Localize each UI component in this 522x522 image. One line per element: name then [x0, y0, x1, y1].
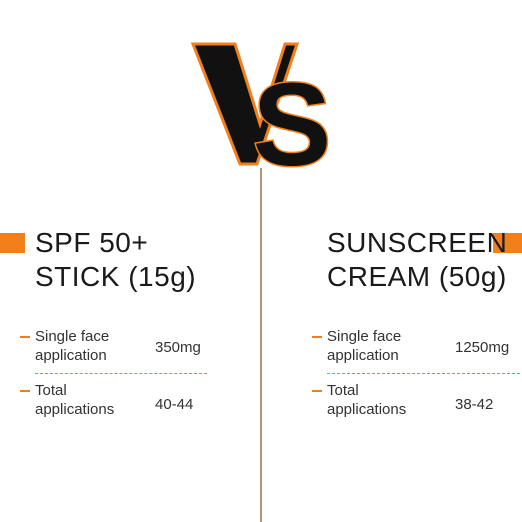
left-row1-value: 350mg	[155, 339, 201, 356]
vs-logo-s: S	[253, 59, 332, 191]
left-row-separator	[35, 373, 207, 374]
left-row2-dash	[20, 390, 30, 392]
center-divider	[260, 168, 262, 522]
left-row1-dash	[20, 336, 30, 338]
right-row2-dash	[312, 390, 322, 392]
right-row1-label-line1: Single face	[327, 328, 402, 345]
right-accent-block	[493, 233, 522, 253]
right-title-line2: CREAM (50g)	[327, 261, 507, 292]
right-title-line1: SUNSCREEN	[327, 227, 508, 258]
vs-logo-v	[190, 42, 300, 166]
left-title-line1: SPF 50+	[35, 227, 149, 258]
right-row1-label-line2: application	[327, 347, 399, 364]
right-row-separator	[327, 373, 520, 374]
left-row2-label-line1: Total	[35, 382, 67, 399]
left-row2-label-line2: applications	[35, 401, 115, 418]
right-row2-value: 38-42	[455, 396, 494, 413]
left-accent-block	[0, 233, 25, 253]
right-row2-label-line1: Total	[327, 382, 359, 399]
right-row1-value: 1250mg	[455, 339, 510, 356]
left-title-line2: STICK (15g)	[35, 261, 197, 292]
right-row2-label-line2: applications	[327, 401, 407, 418]
left-row1-label-line1: Single face	[35, 328, 110, 345]
left-row2-value: 40-44	[155, 396, 194, 413]
right-row1-dash	[312, 336, 322, 338]
left-row1-label-line2: application	[35, 347, 107, 364]
